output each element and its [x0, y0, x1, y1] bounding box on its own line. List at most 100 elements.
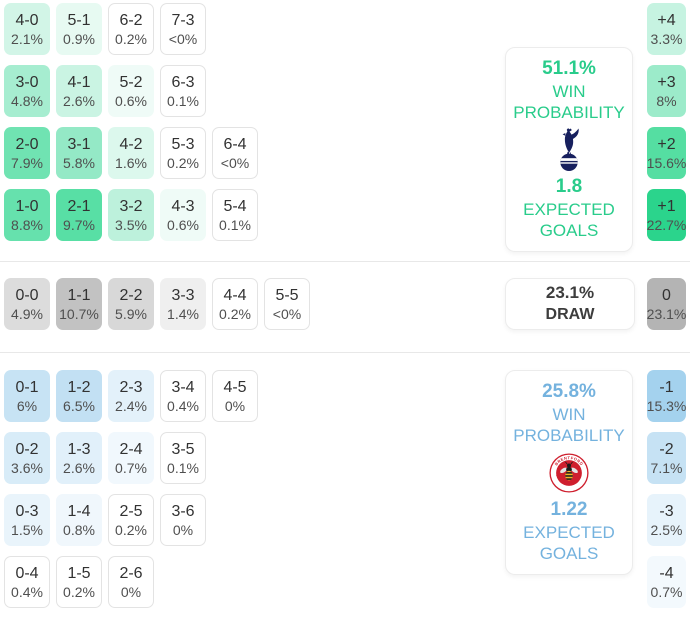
away-scoreline-cell-0-4: 0-4 0.4% — [4, 556, 50, 608]
cell-probability: 0.6% — [167, 216, 199, 233]
cell-value: 4-4 — [223, 286, 247, 304]
cell-value: 0-2 — [15, 440, 39, 458]
home-scoreline-cell-3-2: 3-2 3.5% — [108, 189, 154, 241]
cell-probability: 0.9% — [63, 30, 95, 47]
cell-value: 7-3 — [171, 11, 195, 29]
cell-probability: 5.8% — [63, 154, 95, 171]
cell-probability: 4.8% — [11, 92, 43, 109]
cell-probability: 4.9% — [11, 305, 43, 322]
away-scoreline-cell-3-4: 3-4 0.4% — [160, 370, 206, 422]
home-goal-margin-column: +4 3.3% +3 8% +2 15.6% +1 22.7% — [647, 3, 686, 241]
home-goal-margin-cell-+1: +1 22.7% — [647, 189, 686, 241]
away-goal-margin-cell--2: -2 7.1% — [647, 432, 686, 484]
cell-value: 2-5 — [119, 502, 143, 520]
away-goal-margin-cell--3: -3 2.5% — [647, 494, 686, 546]
cell-value: 1-2 — [67, 378, 91, 396]
draw-goal-margin-cell-0: 0 23.1% — [647, 278, 686, 330]
cell-probability: 0% — [172, 521, 194, 538]
cell-value: 4-5 — [223, 378, 247, 396]
away-scoreline-cell-1-3: 1-3 2.6% — [56, 432, 102, 484]
cell-value: +3 — [657, 73, 676, 91]
cell-probability: 2.6% — [63, 92, 95, 109]
cell-value: 6-4 — [223, 135, 247, 153]
bee-emblem — [560, 461, 578, 481]
cell-value: 3-3 — [171, 286, 195, 304]
away-scoreline-cell-0-1: 0-1 6% — [4, 370, 50, 422]
cell-probability: 3.3% — [650, 30, 683, 47]
cell-value: 1-5 — [67, 564, 91, 582]
cell-value: 6-2 — [119, 11, 143, 29]
home-scoreline-cell-5-1: 5-1 0.9% — [56, 3, 102, 55]
cell-probability: 0.2% — [167, 154, 199, 171]
cell-probability: 15.3% — [646, 397, 687, 414]
cell-value: 5-4 — [223, 197, 247, 215]
home-scoreline-cell-3-1: 3-1 5.8% — [56, 127, 102, 179]
cell-value: 6-3 — [171, 73, 195, 91]
home-scoreline-cell-6-4: 6-4 <0% — [212, 127, 258, 179]
cell-value: 1-1 — [67, 286, 91, 304]
cell-value: -2 — [659, 440, 674, 458]
cell-value: 1-4 — [67, 502, 91, 520]
draw-label: DRAW — [545, 305, 595, 323]
cell-value: 1-0 — [15, 197, 39, 215]
cell-probability: 2.4% — [115, 397, 147, 414]
cell-value: 0-3 — [15, 502, 39, 520]
home-goal-margin-cell-+3: +3 8% — [647, 65, 686, 117]
cell-value: 5-2 — [119, 73, 143, 91]
home-scoreline-cell-5-4: 5-4 0.1% — [212, 189, 258, 241]
cell-value: 5-5 — [275, 286, 299, 304]
section-divider — [0, 352, 690, 353]
cell-probability: 5.9% — [115, 305, 147, 322]
cell-value: 3-1 — [67, 135, 91, 153]
draw-scoreline-cell-4-4: 4-4 0.2% — [212, 278, 258, 330]
draw-goal-margin-column: 0 23.1% — [647, 278, 686, 330]
cell-value: +2 — [657, 135, 676, 153]
cell-value: 4-1 — [67, 73, 91, 91]
away-scoreline-cell-2-6: 2-6 0% — [108, 556, 154, 608]
cell-value: 0-0 — [15, 286, 39, 304]
cell-probability: 0.2% — [63, 583, 95, 600]
home-scoreline-cell-3-0: 3-0 4.8% — [4, 65, 50, 117]
home-scoreline-cell-6-2: 6-2 0.2% — [108, 3, 154, 55]
cell-probability: 0.7% — [115, 459, 147, 476]
cell-probability: 0.4% — [167, 397, 199, 414]
cell-probability: 10.7% — [59, 305, 99, 322]
cell-probability: 0% — [120, 583, 142, 600]
cell-value: 3-4 — [171, 378, 195, 396]
cell-probability: 0% — [224, 397, 246, 414]
home-win-probability-value: 51.1% — [542, 58, 596, 79]
home-scoreline-cell-6-3: 6-3 0.1% — [160, 65, 206, 117]
cell-value: -1 — [659, 378, 674, 396]
home-expected-goals-label: EXPECTED GOALS — [523, 199, 615, 240]
home-scoreline-cell-2-0: 2-0 7.9% — [4, 127, 50, 179]
home-win-scorelines-grid: 4-0 2.1% 5-1 0.9% 6-2 0.2% 7-3 <0% 3-0 4.8% 4-1 2.6… — [4, 3, 258, 241]
away-win-probability-panel: 25.8% WIN PROBABILITY BRENTFORD FOOTBALL… — [505, 370, 633, 575]
tottenham-hotspur-crest-icon — [553, 123, 585, 175]
cell-probability: <0% — [220, 154, 250, 171]
draw-scorelines-grid: 0-0 4.9% 1-1 10.7% 2-2 5.9% 3-3 1.4% 4-4 0.2% 5-5 <… — [4, 278, 310, 330]
away-goal-margin-column: -1 15.3% -2 7.1% -3 2.5% -4 0.7% — [647, 370, 686, 608]
cell-value: 4-3 — [171, 197, 195, 215]
cell-value: 0 — [662, 286, 671, 304]
cell-value: -3 — [659, 502, 674, 520]
away-scoreline-cell-2-5: 2-5 0.2% — [108, 494, 154, 546]
draw-scoreline-cell-1-1: 1-1 10.7% — [56, 278, 102, 330]
cell-value: 2-0 — [15, 135, 39, 153]
cell-probability: 8.8% — [11, 216, 43, 233]
cell-value: -4 — [659, 564, 674, 582]
cell-probability: 0.2% — [115, 521, 147, 538]
cell-probability: 0.1% — [219, 216, 251, 233]
cell-probability: 8% — [656, 92, 677, 109]
home-goal-margin-cell-+4: +4 3.3% — [647, 3, 686, 55]
home-scoreline-cell-1-0: 1-0 8.8% — [4, 189, 50, 241]
cell-probability: 3.6% — [11, 459, 43, 476]
cell-probability: 9.7% — [63, 216, 95, 233]
away-scoreline-cell-1-4: 1-4 0.8% — [56, 494, 102, 546]
home-scoreline-cell-7-3: 7-3 <0% — [160, 3, 206, 55]
away-scoreline-cell-2-3: 2-3 2.4% — [108, 370, 154, 422]
cell-probability: 15.6% — [646, 154, 687, 171]
cell-probability: 22.7% — [646, 216, 687, 233]
home-scoreline-cell-2-1: 2-1 9.7% — [56, 189, 102, 241]
cell-value: 2-2 — [119, 286, 143, 304]
